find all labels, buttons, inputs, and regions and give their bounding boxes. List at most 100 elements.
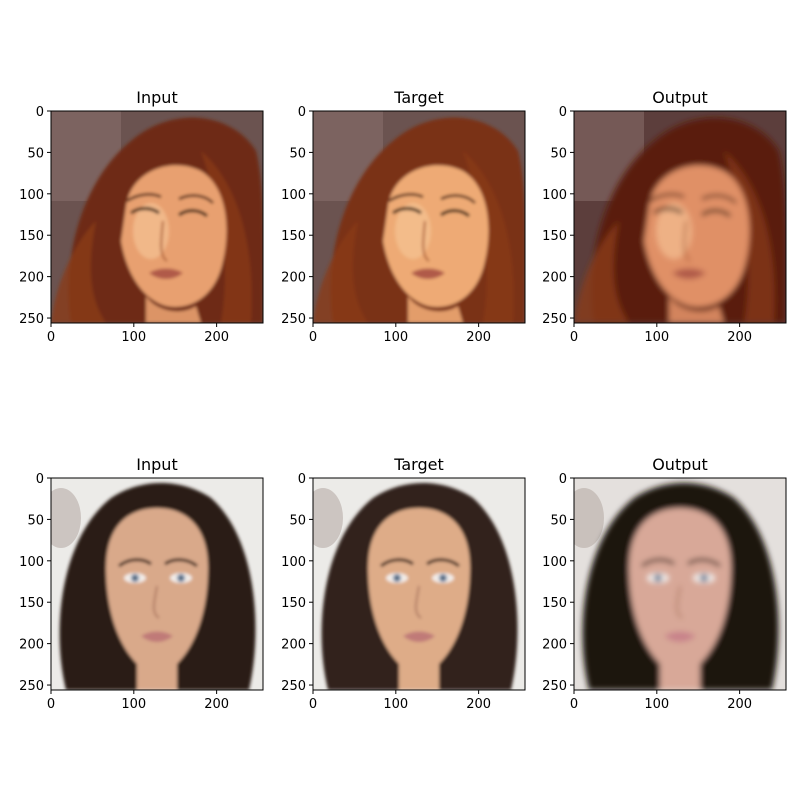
right-pupil — [179, 576, 183, 580]
lips — [403, 631, 435, 642]
nose — [152, 585, 160, 619]
panel-1-0: Input 0 100 200 0 50 100 150 200 250 — [19, 455, 264, 712]
portrait-group — [59, 483, 256, 690]
panel-0-1: Target 0 100 200 0 50 100 150 200 250 — [281, 88, 526, 345]
x-tick-label: 0 — [47, 330, 55, 345]
y-tick-label: 0 — [559, 105, 567, 120]
left-brow — [126, 193, 162, 203]
y-tick-label: 250 — [19, 679, 44, 694]
right-eye — [440, 209, 470, 218]
lips — [672, 268, 706, 279]
y-tick-label: 50 — [550, 513, 567, 528]
y-tick-label: 250 — [281, 312, 306, 327]
panel-image — [313, 478, 525, 690]
left-brow — [380, 558, 414, 568]
x-tick-label: 100 — [121, 697, 146, 712]
y-tick-label: 200 — [281, 271, 306, 286]
panel-image — [51, 478, 263, 690]
y-tick-label: 50 — [289, 513, 306, 528]
right-eye — [178, 209, 208, 218]
portrait-group — [574, 117, 786, 323]
x-tick-label: 200 — [204, 330, 229, 345]
y-tick-label: 150 — [281, 596, 306, 611]
y-tick-label: 150 — [542, 596, 567, 611]
y-tick-label: 100 — [19, 188, 44, 203]
neck — [137, 663, 177, 690]
y-tick-label: 100 — [542, 555, 567, 570]
x-tick-label: 200 — [466, 330, 491, 345]
left-eye — [653, 207, 683, 215]
face — [121, 165, 227, 307]
neck — [408, 296, 463, 323]
lips — [664, 631, 696, 642]
nose — [414, 585, 422, 619]
y-tick-label: 250 — [281, 679, 306, 694]
panel-0-0: Input 0 100 200 0 50 100 150 200 250 — [19, 88, 264, 345]
axes-frame — [50, 110, 264, 324]
y-tick-label: 100 — [19, 555, 44, 570]
x-tick-label: 0 — [309, 697, 317, 712]
panel-title: Output — [652, 88, 708, 107]
panel-1-2: Output 0 100 200 0 50 100 150 200 250 — [542, 455, 787, 712]
x-tick-label: 0 — [309, 330, 317, 345]
background-blur — [51, 488, 81, 548]
y-tick-label: 0 — [559, 472, 567, 487]
right-brow — [426, 558, 460, 568]
y-tick-label: 200 — [542, 638, 567, 653]
face — [106, 508, 208, 678]
y-tick-label: 0 — [36, 105, 44, 120]
background-blur — [313, 488, 343, 548]
right-brow — [164, 558, 198, 568]
y-tick-label: 200 — [19, 638, 44, 653]
hair-lock-left — [51, 221, 106, 323]
left-pupil — [656, 576, 660, 580]
nose — [160, 220, 168, 262]
axes-frame — [573, 477, 787, 691]
y-tick-label: 250 — [542, 679, 567, 694]
nose — [422, 220, 430, 262]
panel-title: Target — [393, 455, 444, 474]
face — [368, 508, 470, 678]
y-tick-label: 150 — [281, 229, 306, 244]
left-brow — [641, 558, 675, 568]
left-eye — [392, 207, 422, 215]
cheek-highlight — [133, 203, 169, 259]
x-tick-label: 200 — [727, 330, 752, 345]
face — [629, 508, 731, 678]
y-tick-label: 50 — [550, 146, 567, 161]
face — [644, 165, 750, 307]
x-tick-label: 0 — [570, 330, 578, 345]
panel-title: Output — [652, 455, 708, 474]
right-pupil — [441, 576, 445, 580]
right-brow — [687, 558, 721, 568]
left-brow — [649, 193, 685, 203]
y-tick-label: 0 — [298, 105, 306, 120]
lips — [411, 268, 445, 279]
y-tick-label: 100 — [281, 555, 306, 570]
hair-lock-left — [574, 221, 629, 323]
portrait-group — [51, 117, 263, 323]
nose — [683, 220, 691, 262]
face — [383, 165, 489, 307]
y-tick-label: 200 — [19, 271, 44, 286]
y-tick-label: 50 — [27, 146, 44, 161]
left-pupil — [133, 576, 137, 580]
hair-lock-right — [724, 151, 775, 323]
y-tick-label: 50 — [289, 146, 306, 161]
axes-frame — [573, 110, 787, 324]
neck — [669, 296, 724, 323]
hair-lock-left — [313, 221, 368, 323]
right-brow — [701, 194, 737, 204]
y-tick-label: 250 — [19, 312, 44, 327]
portrait-group — [313, 117, 525, 323]
y-tick-label: 200 — [542, 271, 567, 286]
portrait-group — [321, 483, 518, 690]
neck — [399, 663, 439, 690]
lips — [149, 268, 183, 279]
y-tick-label: 100 — [281, 188, 306, 203]
y-tick-label: 150 — [19, 229, 44, 244]
hair-lock-right — [201, 151, 252, 323]
y-tick-label: 0 — [298, 472, 306, 487]
axes-frame — [312, 110, 526, 324]
left-eye — [130, 207, 160, 215]
